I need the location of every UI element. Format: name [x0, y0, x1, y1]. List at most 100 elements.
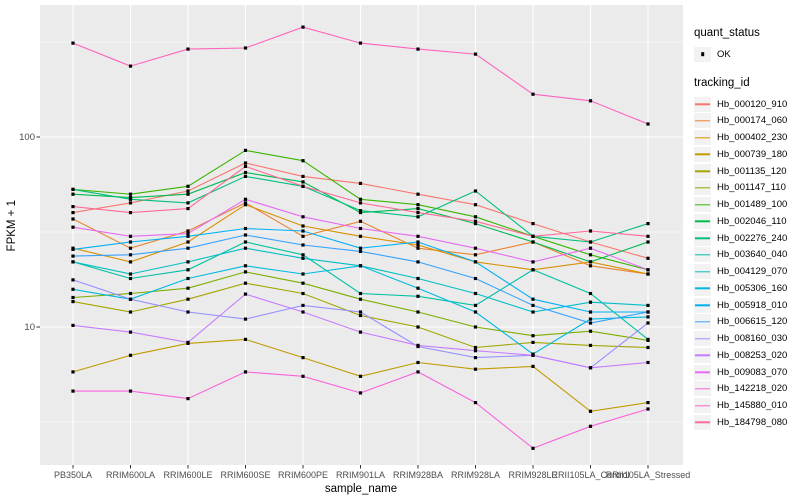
legend-item-label: Hb_002046_110: [717, 215, 787, 227]
data-point: [301, 356, 305, 360]
legend-item-label: Hb_000120_910: [717, 98, 788, 110]
data-point: [588, 317, 593, 321]
legend-line-icon: [695, 321, 710, 323]
legend-key-box: [694, 414, 711, 430]
data-point: [128, 234, 133, 238]
data-point: [646, 122, 650, 126]
data-point: [301, 159, 305, 163]
data-point: [186, 201, 190, 205]
data-point: [646, 407, 650, 411]
data-point: [301, 243, 305, 247]
legend-key-box: [694, 197, 711, 213]
legend-item-label: Hb_000174_060: [717, 115, 788, 127]
legend-item-label: Hb_008253_020: [717, 349, 788, 361]
data-point: [243, 233, 248, 237]
legend-line-icon: [695, 337, 710, 340]
data-point: [243, 270, 248, 274]
data-point: [243, 317, 248, 321]
legend-line-icon: [695, 421, 710, 424]
data-point: [301, 374, 305, 378]
data-point: [243, 174, 248, 178]
legend-line-icon: [695, 254, 710, 256]
data-point: [243, 264, 248, 268]
data-point: [71, 389, 75, 393]
legend-item-label: Hb_001147_110: [717, 182, 786, 194]
data-point: [358, 209, 363, 213]
legend-tracking-id-title: tracking_id: [694, 76, 750, 89]
data-point: [416, 286, 420, 290]
data-point: [186, 276, 190, 281]
data-point: [243, 226, 248, 231]
data-point: [243, 170, 248, 175]
data-point: [243, 161, 248, 165]
data-point: [473, 367, 478, 371]
data-point: [301, 215, 305, 219]
data-point: [416, 370, 420, 374]
data-point: [358, 41, 363, 45]
data-point: [358, 234, 363, 238]
legend-key-box: [694, 398, 711, 414]
legend-line-icon: [695, 120, 710, 122]
data-point: [473, 215, 478, 219]
legend-item-Hb_005306_160: Hb_005306_160: [694, 280, 787, 297]
legend-line-icon: [695, 103, 710, 105]
data-point: [416, 240, 420, 244]
x-tick-label: RRIM600LE: [163, 470, 212, 480]
data-point: [588, 260, 593, 264]
legend-line-icon: [695, 304, 710, 306]
data-point: [358, 330, 363, 334]
x-tick-label: RRIM928BA: [393, 470, 443, 480]
data-point: [186, 397, 190, 401]
data-point: [301, 234, 305, 238]
x-tick-label: RRIM600PE: [278, 470, 328, 480]
legend-item-Hb_004129_070: Hb_004129_070: [694, 263, 787, 280]
data-point: [531, 260, 535, 264]
legend-item-Hb_145880_010: Hb_145880_010: [694, 397, 787, 414]
data-point: [588, 366, 593, 370]
legend-item-Hb_003640_040: Hb_003640_040: [694, 247, 787, 264]
data-point: [646, 337, 650, 341]
legend-item-Hb_142218_020: Hb_142218_020: [694, 381, 787, 398]
data-point: [243, 240, 248, 244]
x-tick-label: RRII105LA_Control: [551, 470, 629, 480]
data-point: [473, 222, 478, 226]
data-point: [186, 184, 190, 188]
data-point: [358, 201, 363, 205]
data-point: [531, 240, 535, 244]
data-point: [473, 189, 478, 193]
data-point: [588, 291, 593, 296]
legend-line-icon: [695, 371, 710, 373]
data-point: [128, 297, 133, 301]
data-point: [128, 310, 133, 314]
data-point: [128, 246, 133, 250]
data-point: [416, 246, 420, 250]
data-point: [473, 349, 478, 353]
data-point: [186, 232, 190, 236]
data-point: [416, 234, 420, 238]
data-point: [588, 424, 593, 428]
legend-item-label: Hb_005918_010: [717, 299, 788, 311]
data-point: [531, 334, 535, 338]
data-point: [531, 268, 535, 272]
point-glyph-icon: [700, 52, 705, 57]
data-point: [71, 217, 75, 221]
data-point: [243, 292, 248, 296]
data-point: [301, 310, 305, 314]
data-point: [243, 46, 248, 50]
legend-key-box: [694, 130, 711, 146]
data-point: [243, 337, 248, 341]
data-point: [646, 303, 650, 307]
data-point: [186, 310, 190, 314]
data-point: [473, 253, 478, 257]
legend-quant-status-title: quant_status: [694, 27, 760, 39]
data-point: [71, 41, 75, 45]
data-point: [358, 391, 363, 395]
data-point: [531, 303, 535, 307]
data-point: [588, 329, 593, 333]
data-point: [71, 300, 75, 304]
data-point: [473, 246, 478, 250]
legend: quant_status OK tracking_id Hb_000120_91…: [694, 27, 787, 431]
legend-line-icon: [695, 388, 710, 390]
legend-item-label: Hb_145880_010: [717, 400, 788, 412]
data-point: [128, 389, 133, 393]
